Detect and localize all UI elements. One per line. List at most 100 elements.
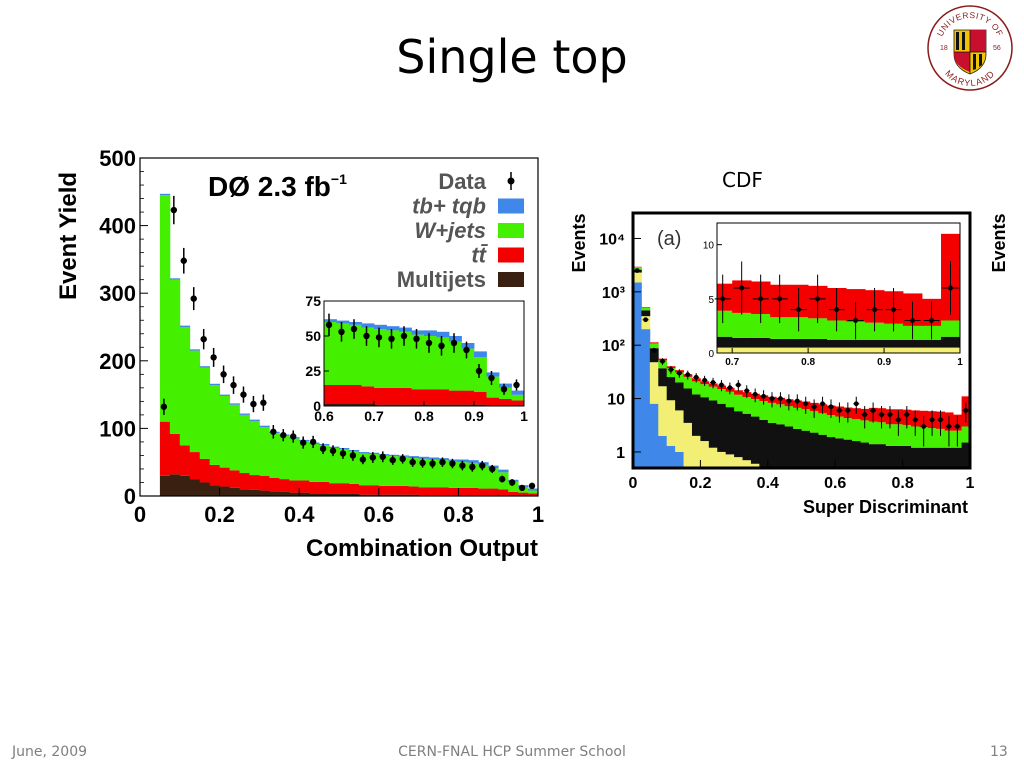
cdf-bar-green bbox=[691, 381, 701, 395]
d0-bar-wjets bbox=[448, 461, 459, 488]
d0-inset-xtick-label: 0.8 bbox=[414, 408, 434, 424]
cdf-inset-data-point bbox=[796, 307, 802, 313]
d0-bar-tt bbox=[488, 488, 499, 496]
d0-inset-bar-wjets bbox=[436, 337, 450, 390]
d0-bar-tt bbox=[209, 464, 220, 486]
d0-bar-tt bbox=[448, 487, 459, 496]
cdf-bar-yellow bbox=[649, 362, 659, 404]
logo-year-left: 18 bbox=[940, 45, 948, 52]
cdf-inset-xtick-label: 0.7 bbox=[725, 357, 739, 368]
d0-inset-bar-wjets bbox=[486, 376, 500, 398]
d0-bar-wjets bbox=[269, 433, 280, 478]
d0-bar-wjets bbox=[199, 367, 211, 459]
cdf-bar-black bbox=[683, 388, 693, 423]
d0-inset-bar-tt bbox=[411, 389, 425, 405]
cdf-inset-bar-yellow bbox=[922, 347, 942, 353]
d0-bar-tbtqb bbox=[448, 459, 459, 462]
d0-inset-bar-multijets bbox=[361, 403, 375, 406]
cdf-bar-green bbox=[700, 384, 710, 398]
cdf-inset-bar-yellow bbox=[770, 347, 790, 353]
d0-inset-bar-tt bbox=[486, 397, 500, 406]
cdf-ytick-label: 10³ bbox=[602, 285, 625, 302]
d0-bar-wjets bbox=[488, 468, 499, 489]
d0-inset-bar-wjets bbox=[474, 357, 487, 392]
cdf-bar-yellow bbox=[742, 460, 752, 468]
cdf-bar-yellow bbox=[734, 457, 743, 468]
cdf-bar-black bbox=[641, 310, 651, 317]
d0-inset-bar-tbtqb bbox=[449, 336, 462, 342]
d0-bar-tbtqb bbox=[179, 325, 191, 327]
d0-data-point bbox=[170, 206, 178, 214]
cdf-inset-bar-green bbox=[884, 323, 904, 340]
d0-bar-tbtqb bbox=[428, 457, 439, 460]
d0-inset-bar-tt bbox=[424, 389, 437, 405]
d0-bar-multijets bbox=[329, 493, 340, 496]
slide-title: Single top bbox=[396, 30, 628, 84]
cdf-inset-bar-green bbox=[941, 320, 961, 337]
cdf-bar-yellow bbox=[675, 410, 684, 452]
d0-inset-bar-tbtqb bbox=[349, 322, 362, 325]
d0-bar-wjets bbox=[309, 443, 320, 482]
cdf-bar-green bbox=[801, 409, 811, 431]
footer-date: June, 2009 bbox=[12, 744, 88, 760]
cdf-inset-bar-black bbox=[865, 340, 885, 348]
cdf-bar-black bbox=[818, 434, 828, 468]
cdf-label: CDF bbox=[722, 168, 763, 192]
d0-data-point bbox=[270, 428, 277, 435]
cdf-data-point bbox=[912, 417, 918, 423]
d0-bar-multijets bbox=[169, 474, 181, 496]
d0-bar-wjets bbox=[159, 195, 171, 422]
d0-bar-wjets bbox=[398, 456, 410, 486]
cdf-inset-data-point bbox=[853, 318, 858, 323]
d0-bar-wjets bbox=[468, 462, 479, 488]
d0-inset-bar-tbtqb bbox=[474, 351, 487, 357]
d0-bar-tbtqb bbox=[159, 193, 171, 196]
cdf-bar-green bbox=[843, 418, 853, 440]
d0-bar-tbtqb bbox=[209, 383, 220, 386]
d0-bar-tt bbox=[348, 483, 360, 494]
cdf-data-point bbox=[845, 408, 851, 413]
d0-inset-bar-multijets bbox=[436, 404, 450, 406]
d0-bar-wjets bbox=[458, 462, 469, 488]
d0-legend-swatch bbox=[498, 223, 524, 238]
cdf-bar-black bbox=[911, 447, 920, 468]
d0-bar-wjets bbox=[388, 456, 400, 486]
d0-inset-bar-tbtqb bbox=[499, 383, 512, 388]
cdf-inset-data-point bbox=[891, 307, 896, 313]
cdf-bar-black bbox=[919, 447, 929, 468]
cdf-inset-bar-yellow bbox=[846, 347, 866, 353]
d0-inset-bar-tbtqb bbox=[486, 372, 500, 377]
d0-bar-tbtqb bbox=[169, 278, 181, 280]
cdf-bar-blue bbox=[675, 451, 684, 468]
cdf-inset-data-point bbox=[834, 307, 840, 313]
cdf-data-point bbox=[811, 404, 817, 410]
cdf-bar-green bbox=[750, 399, 760, 417]
cdf-inset-bar-yellow bbox=[717, 347, 733, 353]
d0-inset-data-point bbox=[425, 339, 433, 347]
d0-inset-data-point bbox=[338, 328, 345, 335]
d0-data-point bbox=[489, 465, 496, 473]
cdf-bar-green bbox=[784, 406, 794, 427]
cdf-inset-plot bbox=[714, 233, 961, 353]
d0-data-point bbox=[469, 463, 476, 471]
cdf-bar-blue bbox=[666, 445, 676, 468]
d0-bar-multijets bbox=[378, 494, 390, 496]
cdf-inset-bar-yellow bbox=[808, 347, 828, 353]
d0-inset-data-point bbox=[513, 381, 520, 389]
d0-legend-label: W+jets bbox=[414, 218, 486, 243]
d0-bar-tbtqb bbox=[368, 452, 380, 455]
d0-bar-multijets bbox=[209, 485, 220, 496]
cdf-bar-green bbox=[649, 343, 659, 349]
d0-inset-bar-tt bbox=[349, 385, 362, 404]
d0-bar-tbtqb bbox=[458, 459, 469, 463]
d0-inset-data-point bbox=[363, 332, 370, 340]
d0-data-point bbox=[439, 459, 446, 466]
cdf-bar-black bbox=[860, 442, 870, 468]
cdf-data-point bbox=[921, 424, 927, 429]
cdf-bar-yellow bbox=[691, 435, 701, 468]
d0-xtick-label: 1 bbox=[532, 502, 544, 527]
cdf-inset-xtick-label: 1 bbox=[957, 357, 963, 368]
d0-bar-tt bbox=[199, 458, 211, 483]
d0-bar-tt bbox=[179, 445, 191, 476]
cdf-inset-bar-black bbox=[941, 336, 961, 348]
